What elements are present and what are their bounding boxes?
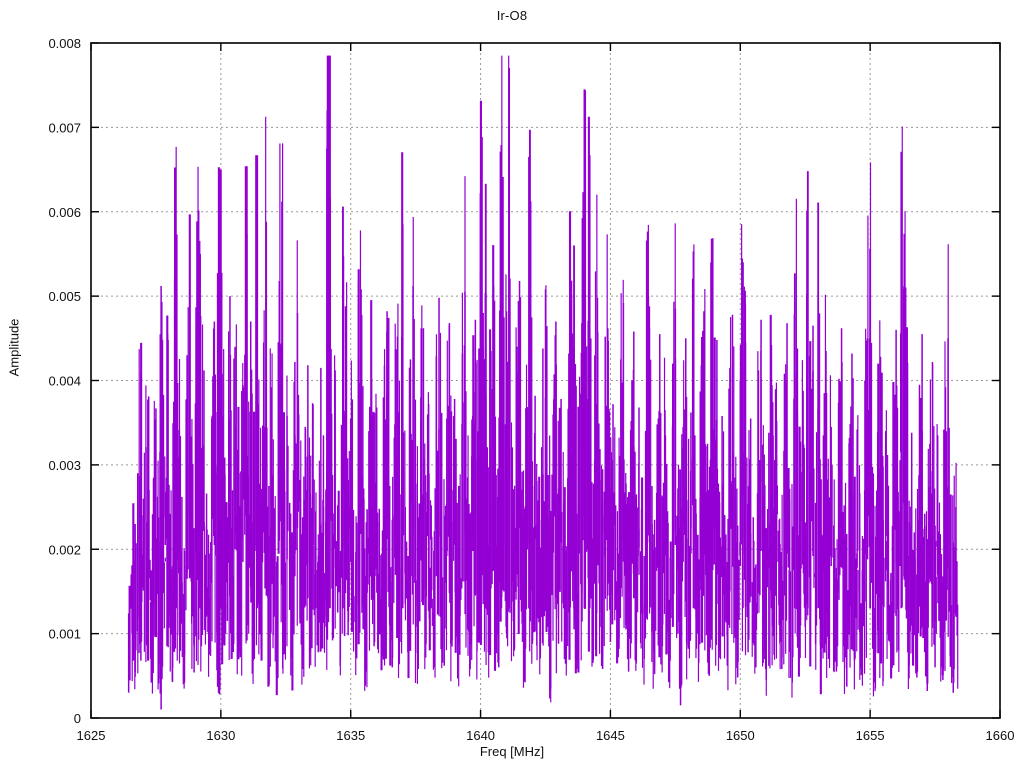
page-title: Ir-O8 [496,8,528,23]
svg-text:0.002: 0.002 [48,542,81,557]
svg-text:1650: 1650 [726,728,755,743]
svg-text:1645: 1645 [596,728,625,743]
svg-text:1625: 1625 [77,728,106,743]
svg-text:0.005: 0.005 [48,289,81,304]
svg-text:1640: 1640 [466,728,495,743]
svg-text:0.004: 0.004 [48,374,81,389]
svg-text:1630: 1630 [206,728,235,743]
svg-text:0.003: 0.003 [48,458,81,473]
svg-text:0.006: 0.006 [48,205,81,220]
svg-text:1655: 1655 [856,728,885,743]
svg-text:1635: 1635 [336,728,365,743]
svg-text:0.001: 0.001 [48,627,81,642]
spectrum-impulses [127,55,959,710]
svg-text:0.007: 0.007 [48,120,81,135]
x-axis-label: Freq [MHz] [479,744,545,759]
axis-ticks: 0 0.001 0.002 0.003 0.004 0.005 0.006 0.007 0.00… [48,36,1014,743]
svg-text:0.008: 0.008 [48,36,81,51]
svg-text:1660: 1660 [986,728,1015,743]
svg-text:0: 0 [74,711,81,726]
